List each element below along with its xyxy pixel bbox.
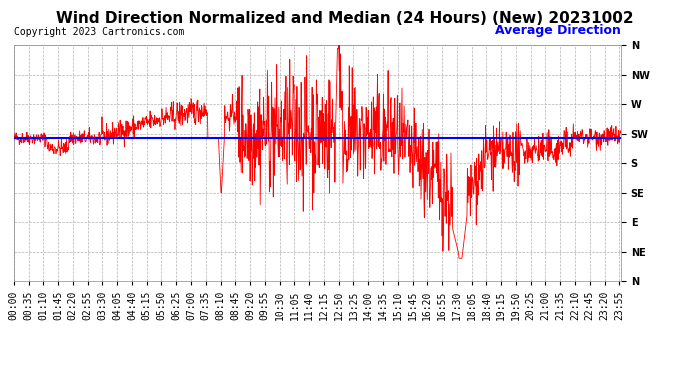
Text: Copyright 2023 Cartronics.com: Copyright 2023 Cartronics.com	[14, 27, 184, 37]
Text: Wind Direction Normalized and Median (24 Hours) (New) 20231002: Wind Direction Normalized and Median (24…	[56, 11, 634, 26]
Text: Average Direction: Average Direction	[495, 24, 621, 37]
